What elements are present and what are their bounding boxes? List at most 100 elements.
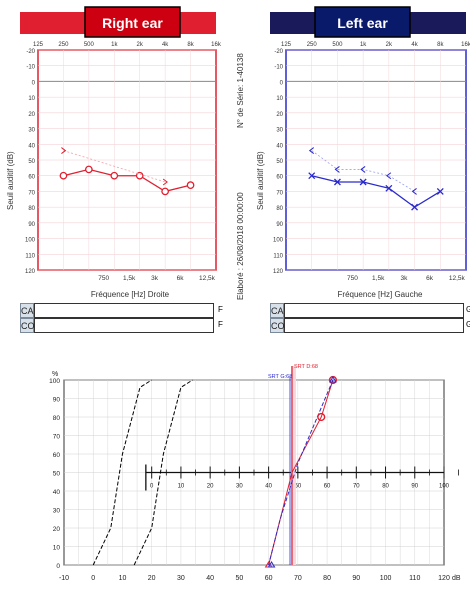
speech-x-tick: 10 (119, 575, 127, 582)
right-point-circle (186, 181, 195, 189)
speech-inner-tick-label: 50 (295, 484, 302, 490)
speech-x-tick: -10 (59, 575, 69, 582)
left-point-bracket (386, 172, 392, 180)
left-bottom-tick: 750 (347, 275, 358, 282)
left-audiogram: -20 -10 0 10 20 30 40 50 60 70 80 90 100 110 120 125 250… (273, 42, 470, 282)
right-top-tick: 500 (84, 42, 95, 48)
speech-series-2 (268, 379, 334, 566)
left-xlabel: Fréquence [Hz] Gauche (337, 290, 423, 299)
right-y-tick: 10 (28, 96, 35, 102)
left-point-cross (411, 203, 419, 211)
speech-x-tick: 70 (294, 575, 302, 582)
speech-x-tick: 90 (352, 575, 360, 582)
left-point-cross (436, 187, 444, 195)
speech-inner-tick-label: 80 (382, 484, 389, 490)
left-ear-title-box (314, 6, 411, 38)
right-co-label: CO (20, 318, 35, 333)
speech-x-tick: 80 (323, 575, 331, 582)
right-co-row: CO F (20, 318, 230, 333)
right-y-tick: 80 (28, 206, 35, 212)
left-point-bracket (411, 188, 417, 195)
left-y-tick: -10 (274, 65, 283, 71)
right-xlabel: Fréquence [Hz] Droite (90, 290, 170, 299)
left-y-tick: 90 (276, 222, 283, 228)
speech-x-tick: 100 (380, 575, 392, 582)
speech-inner-tick-label: 60 (324, 484, 331, 490)
left-top-tick: 125 (281, 42, 292, 48)
left-y-tick: 50 (276, 159, 283, 165)
right-y-tick: -20 (26, 49, 35, 55)
right-point-bracket (61, 147, 67, 154)
right-ca-field (34, 303, 214, 318)
right-top-tick: 2k (137, 42, 144, 48)
speech-y-tick: 10 (53, 545, 61, 552)
speech-triangle-marker (267, 561, 276, 568)
srt-label-left: SRT G:68 (268, 374, 292, 380)
right-ylabel: Seuil auditif (dB) (6, 151, 15, 210)
right-ear-title-box (84, 6, 181, 38)
left-y-tick: 10 (276, 96, 283, 102)
right-ca-label: CA (20, 303, 34, 318)
right-y-tick: 0 (32, 80, 36, 86)
right-series-line-1 (63, 150, 166, 183)
speech-y-tick: 30 (53, 508, 61, 515)
left-bottom-tick: 12,5k (449, 275, 466, 282)
speech-y-tick: 70 (53, 434, 61, 441)
right-top-tick: 250 (58, 42, 69, 48)
speech-x-tick: 30 (177, 575, 185, 582)
right-y-tick: 90 (28, 222, 35, 228)
left-ear-title: Left ear (337, 15, 388, 31)
left-y-tick: 110 (273, 253, 283, 259)
right-ca-end: F (218, 305, 223, 314)
left-top-tick: 500 (332, 42, 343, 48)
left-point-cross (308, 172, 316, 180)
srt-label-right: SRT D:68 (294, 364, 318, 370)
speech-x-tick: 20 (148, 575, 156, 582)
right-point-circle (161, 187, 169, 196)
right-top-tick: 8k (187, 42, 194, 48)
left-point-bracket (360, 166, 366, 173)
right-y-tick: 110 (25, 253, 35, 259)
left-y-tick: 20 (276, 112, 283, 118)
left-ylabel: Seuil auditif (dB) (256, 151, 265, 210)
speech-x-tick: 50 (235, 575, 243, 582)
speech-inner-tick-label: 20 (207, 484, 214, 490)
right-y-tick: 30 (28, 128, 35, 134)
left-top-tick: 250 (307, 42, 318, 48)
right-series-line-0 (63, 168, 191, 193)
right-co-end: F (218, 320, 223, 329)
left-point-cross (385, 184, 393, 192)
right-ca-row: CA F (20, 303, 230, 318)
speech-x-tick: 60 (265, 575, 273, 582)
left-bottom-tick: 3k (400, 275, 408, 282)
left-point-bracket (308, 147, 315, 154)
speech-y-tick: 100 (49, 378, 60, 385)
right-y-tick: 40 (28, 143, 35, 149)
right-y-tick: 50 (28, 159, 35, 165)
left-ca-row: CA G (270, 303, 470, 318)
left-series-line-0 (311, 175, 441, 208)
left-y-tick: 100 (273, 238, 284, 244)
left-ca-field (284, 303, 464, 318)
speech-x-tick: 0 (91, 575, 95, 582)
right-y-tick: 70 (28, 190, 35, 196)
right-y-tick: 100 (25, 238, 36, 244)
right-y-tick: 120 (25, 269, 36, 275)
right-top-tick: 16k (211, 42, 222, 48)
right-bottom-tick: 3k (151, 275, 159, 282)
left-y-tick: 120 (273, 269, 284, 275)
speech-inner-tick-label: 0 (150, 484, 154, 490)
speech-inner-tick-label: 10 (178, 484, 185, 490)
speech-y-tick: 60 (53, 452, 61, 459)
left-co-field (284, 318, 464, 333)
speech-x-tick: 120 (438, 575, 450, 582)
left-point-cross (333, 178, 341, 186)
speech-inner-tick-label: 30 (236, 484, 243, 490)
right-bottom-tick: 6k (177, 275, 185, 282)
right-ear-title: Right ear (102, 15, 163, 31)
speech-inner-tick-label: 100 (439, 484, 450, 490)
right-y-tick: -10 (26, 65, 35, 71)
right-bottom-tick: 12,5k (199, 275, 216, 282)
